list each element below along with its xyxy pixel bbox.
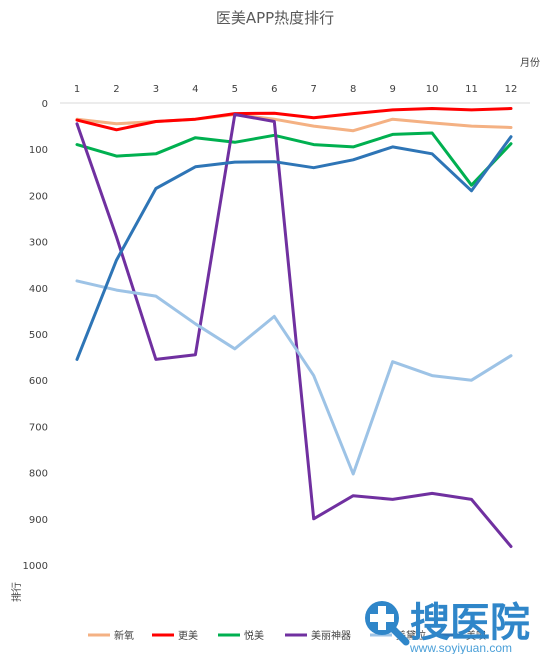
x-axis-label: 月份 xyxy=(520,57,540,69)
legend-label: 悦美 xyxy=(244,629,264,642)
watermark: 搜医院 www.soyiyuan.com xyxy=(365,600,530,654)
legend-label: 更美 xyxy=(178,629,198,642)
y-tick-label: 800 xyxy=(29,469,48,480)
legend-item: 悦美 xyxy=(218,629,264,642)
legend-item: 美丽神器 xyxy=(285,629,351,642)
series-line xyxy=(75,113,513,548)
watermark-logo-text: 搜医院 xyxy=(410,600,530,646)
watermark-domain: www.soyiyuan.com xyxy=(409,641,512,654)
series-line xyxy=(75,131,513,187)
x-tick-label: 1 xyxy=(74,84,80,95)
x-tick-label: 6 xyxy=(271,84,277,95)
legend: 新氧 更美 悦美 美丽神器 美黛拉 美呗 xyxy=(88,629,486,642)
x-tick-label: 12 xyxy=(505,84,518,95)
y-tick-label: 500 xyxy=(29,330,48,341)
y-tick-label: 400 xyxy=(29,284,48,295)
x-tick-label: 7 xyxy=(311,84,317,95)
x-tick-label: 11 xyxy=(465,84,478,95)
x-tick-label: 4 xyxy=(192,84,198,95)
series-line xyxy=(75,279,513,476)
legend-item: 美呗 xyxy=(440,629,486,642)
y-tick-label: 600 xyxy=(29,376,48,387)
y-tick-label: 300 xyxy=(29,238,48,249)
x-tick-label: 10 xyxy=(426,84,439,95)
y-tick-labels: 0 100 200 300 400 500 600 700 800 900 1000 xyxy=(23,99,48,572)
chart-title: 医美APP热度排行 xyxy=(216,9,334,27)
y-tick-label: 1000 xyxy=(23,561,48,572)
x-tick-label: 8 xyxy=(350,84,356,95)
y-tick-label: 200 xyxy=(29,191,48,202)
x-tick-labels: 1 2 3 4 5 6 7 8 9 10 11 12 xyxy=(74,84,518,95)
search-cross-icon xyxy=(365,601,410,646)
x-tick-label: 9 xyxy=(389,84,395,95)
y-tick-label: 0 xyxy=(42,99,48,110)
y-tick-label: 900 xyxy=(29,515,48,526)
legend-label: 新氧 xyxy=(114,629,134,642)
y-tick-label: 700 xyxy=(29,422,48,433)
series-lines xyxy=(75,107,513,548)
series-line xyxy=(75,107,513,132)
y-tick-label: 100 xyxy=(29,145,48,156)
legend-label: 美呗 xyxy=(466,629,486,642)
x-tick-label: 3 xyxy=(153,84,159,95)
y-axis-label: 排行 xyxy=(10,582,23,602)
legend-item: 更美 xyxy=(152,629,198,642)
series-line xyxy=(75,135,513,361)
legend-item: 新氧 xyxy=(88,629,134,642)
x-tick-label: 2 xyxy=(113,84,119,95)
legend-label: 美丽神器 xyxy=(311,629,351,642)
x-tick-label: 5 xyxy=(232,84,238,95)
